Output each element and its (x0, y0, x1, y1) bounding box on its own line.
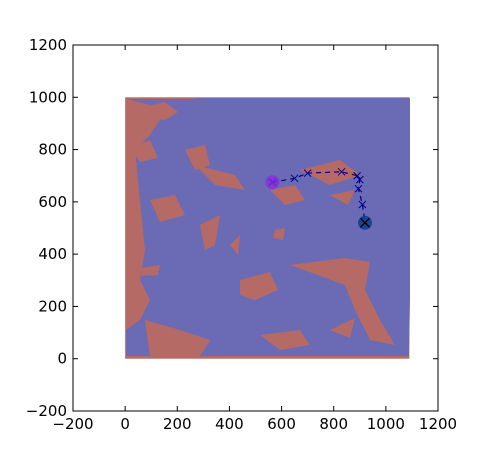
x-tick-label: 200 (163, 415, 192, 433)
path-point (337, 167, 346, 176)
obstacle-patch (270, 185, 305, 205)
obstacle-patch (260, 330, 310, 350)
obstacle-patch (140, 102, 178, 120)
y-tick-label: 0 (57, 350, 67, 368)
x-tick-label: 0 (120, 415, 130, 433)
y-tick-label: −200 (26, 402, 67, 420)
y-tick-label: 600 (38, 193, 67, 211)
path-line (272, 171, 366, 223)
x-tick-label: 800 (319, 415, 348, 433)
obstacle-patch (195, 165, 245, 190)
x-axis-ticks: −200 0 200 400 600 800 1000 1200 (52, 45, 457, 433)
path-point (353, 171, 362, 180)
path-layer (265, 167, 372, 230)
x-tick-label: 1200 (419, 415, 457, 433)
plot-frame (72, 44, 439, 412)
obstacle-patch (185, 145, 210, 170)
x-tick-label: −200 (52, 415, 93, 433)
path-point (290, 174, 299, 183)
axes-frame (72, 44, 439, 412)
obstacle-patch (200, 215, 220, 250)
goal-x-mark (360, 217, 370, 228)
start-marker (265, 175, 280, 190)
obstacle-patch (330, 190, 355, 205)
path-point (355, 175, 364, 184)
obstacle-patch (145, 320, 210, 356)
y-tick-label: 1200 (29, 36, 67, 54)
obstacle-patch (130, 140, 158, 162)
y-tick-label: 200 (38, 297, 67, 315)
obstacle-patch (290, 258, 395, 345)
map-obstacles (130, 102, 395, 356)
y-axis-ticks: −200 0 200 400 600 800 1000 1200 (26, 36, 438, 420)
path-point (358, 200, 367, 209)
obstacle-patch (330, 318, 355, 338)
y-tick-label: 800 (38, 141, 67, 159)
obstacle-patch (240, 272, 278, 300)
path-point (303, 169, 312, 177)
x-tick-label: 600 (267, 415, 296, 433)
x-tick-label: 400 (215, 415, 244, 433)
obstacle-patch (273, 228, 285, 240)
y-tick-label: 400 (38, 245, 67, 263)
obstacle-patch (150, 195, 185, 222)
x-tick-label: 1000 (367, 415, 405, 433)
path-point (354, 184, 363, 193)
y-tick-label: 1000 (29, 88, 67, 106)
obstacle-patch (140, 265, 160, 276)
map-layer (125, 97, 410, 359)
obstacle-patch (230, 235, 240, 255)
